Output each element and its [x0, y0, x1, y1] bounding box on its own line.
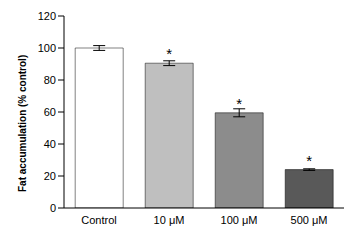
- svg-text:*: *: [306, 152, 312, 169]
- svg-text:40: 40: [44, 138, 56, 150]
- svg-text:100 μM: 100 μM: [221, 214, 258, 226]
- svg-text:20: 20: [44, 170, 56, 182]
- svg-text:100: 100: [38, 42, 56, 54]
- svg-text:Control: Control: [81, 214, 116, 226]
- svg-text:500 μM: 500 μM: [291, 214, 328, 226]
- svg-text:10 μM: 10 μM: [154, 214, 185, 226]
- svg-text:*: *: [166, 45, 172, 62]
- svg-text:0: 0: [50, 202, 56, 214]
- svg-text:60: 60: [44, 106, 56, 118]
- svg-text:120: 120: [38, 10, 56, 22]
- svg-text:Fat accumulation (% control): Fat accumulation (% control): [17, 55, 28, 192]
- svg-text:80: 80: [44, 74, 56, 86]
- svg-text:*: *: [236, 95, 242, 112]
